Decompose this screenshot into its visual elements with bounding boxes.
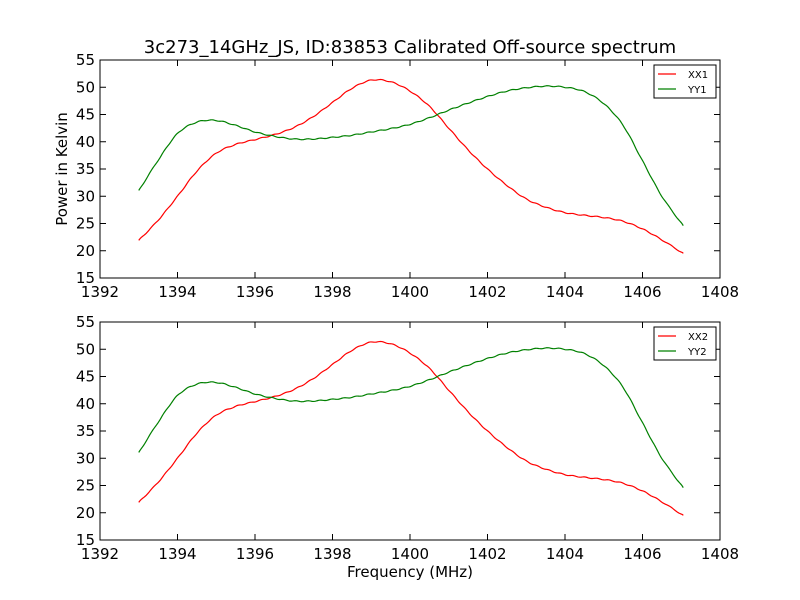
x-tick-label: 1392 — [81, 283, 119, 301]
x-tick-label: 1396 — [236, 545, 274, 563]
y-tick-label: 20 — [76, 242, 95, 260]
x-tick-label: 1406 — [623, 283, 661, 301]
y-tick-label: 45 — [76, 106, 95, 124]
x-tick-label: 1398 — [313, 545, 351, 563]
legend-label-XX2: XX2 — [688, 332, 708, 343]
y-tick-label: 30 — [76, 187, 95, 205]
series-line-XX2 — [138, 340, 684, 516]
plot-frame — [99, 59, 721, 279]
chart-panel-1: 1392 1394 1396 1398 1400 1402 1404 1406 1408 15 20… — [53, 51, 739, 301]
y-tick-label: 35 — [76, 422, 95, 440]
x-tick-label: 1404 — [546, 283, 584, 301]
legend-label-YY2: YY2 — [687, 347, 707, 358]
x-tick-label: 1392 — [81, 545, 119, 563]
chart-panel-2: 1392 1394 1396 1398 1400 1402 1404 1406 1408 15 20… — [76, 313, 739, 581]
chart-panels: 1392 1394 1396 1398 1400 1402 1404 1406 1408 15 20… — [53, 51, 739, 581]
plot-frame — [99, 321, 721, 541]
series-line-YY1 — [138, 85, 684, 226]
y-tick-label: 20 — [76, 504, 95, 522]
figure-title: 3c273_14GHz_JS, ID:83853 Calibrated Off-… — [144, 37, 676, 58]
legend-box — [653, 326, 717, 361]
y-tick-label: 40 — [76, 395, 95, 413]
x-tick-label: 1394 — [158, 283, 196, 301]
x-tick-label: 1402 — [468, 545, 506, 563]
x-tick-label: 1408 — [701, 545, 739, 563]
x-tick-label: 1402 — [468, 283, 506, 301]
y-tick-label: 30 — [76, 449, 95, 467]
series-line-YY2 — [138, 347, 684, 488]
y-tick-label: 55 — [76, 51, 95, 69]
x-tick-label: 1404 — [546, 545, 584, 563]
x-tick-label: 1398 — [313, 283, 351, 301]
legend-box — [653, 64, 717, 99]
series-line-XX1 — [138, 78, 684, 254]
y-tick-label: 55 — [76, 313, 95, 331]
y-tick-label: 50 — [76, 340, 95, 358]
y-tick-label: 40 — [76, 133, 95, 151]
y-tick-label: 25 — [76, 477, 95, 495]
x-tick-label: 1406 — [623, 545, 661, 563]
y-tick-label: 35 — [76, 160, 95, 178]
y-tick-label: 45 — [76, 368, 95, 386]
y-tick-label: 15 — [76, 531, 95, 549]
y-tick-label: 25 — [76, 215, 95, 233]
x-axis-label: Frequency (MHz) — [347, 563, 473, 581]
x-tick-label: 1400 — [391, 545, 429, 563]
y-axis-label: Power in Kelvin — [53, 112, 71, 226]
x-tick-label: 1394 — [158, 545, 196, 563]
legend-label-XX1: XX1 — [688, 70, 708, 81]
legend-label-YY1: YY1 — [687, 85, 707, 96]
y-tick-label: 15 — [76, 269, 95, 287]
y-tick-label: 50 — [76, 78, 95, 96]
x-tick-label: 1396 — [236, 283, 274, 301]
x-tick-label: 1400 — [391, 283, 429, 301]
x-tick-label: 1408 — [701, 283, 739, 301]
